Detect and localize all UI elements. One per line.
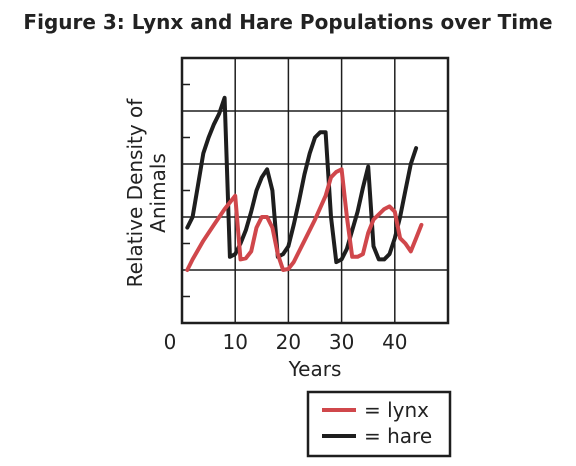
x-tick-label: 20 — [276, 330, 301, 354]
series-line-lynx — [185, 167, 424, 272]
legend-box — [306, 390, 452, 458]
x-tick-label: 40 — [382, 330, 407, 354]
x-tick-label: 30 — [329, 330, 354, 354]
series-layer — [185, 95, 424, 272]
y-axis-label: Relative Density of Animals — [123, 98, 170, 288]
legend-label-lynx: = lynx — [364, 398, 429, 422]
grid — [182, 58, 448, 323]
chart-title: Figure 3: Lynx and Hare Populations over… — [23, 10, 553, 34]
x-tick-label: 0 — [164, 330, 177, 354]
series-line-hare — [185, 95, 419, 265]
legend-label-hare: = hare — [364, 424, 432, 448]
y-axis-label-line2: Animals — [146, 153, 170, 233]
legend: = lynx = hare — [306, 390, 452, 458]
plot-frame — [180, 56, 450, 325]
y-axis-label-line1: Relative Density of — [123, 98, 147, 288]
x-axis-label: Years — [288, 357, 342, 381]
x-tick-label: 10 — [222, 330, 247, 354]
x-ticks: 0 10 20 30 40 — [164, 330, 408, 354]
